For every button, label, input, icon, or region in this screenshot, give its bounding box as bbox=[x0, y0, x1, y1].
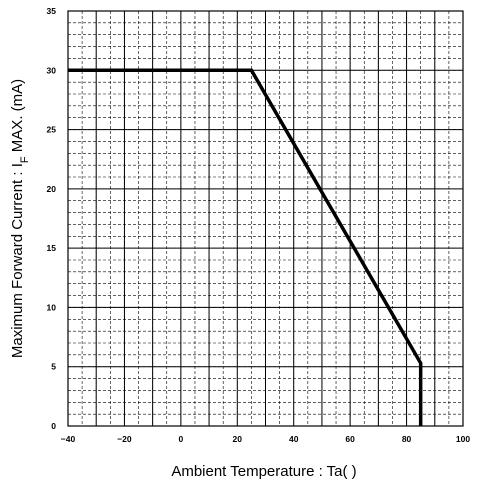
y-tick-label: 35 bbox=[47, 6, 57, 16]
x-tick-labels: −40 −20 0 20 40 60 80 100 bbox=[61, 434, 471, 444]
x-tick-label: 40 bbox=[289, 434, 299, 444]
x-tick-label: 60 bbox=[345, 434, 355, 444]
y-tick-labels: 0 5 10 15 20 25 30 35 bbox=[47, 6, 57, 431]
y-tick-label: 15 bbox=[47, 243, 57, 253]
major-grid bbox=[67, 10, 464, 427]
y-axis-label-subscript: F bbox=[19, 156, 31, 163]
y-tick-label: 30 bbox=[47, 65, 57, 75]
x-tick-label: −20 bbox=[117, 434, 132, 444]
y-axis-label-main: Maximum Forward Current : I bbox=[9, 163, 26, 358]
x-tick-label: 20 bbox=[233, 434, 243, 444]
y-tick-label: 20 bbox=[47, 184, 57, 194]
series-layer bbox=[68, 68, 423, 426]
derating-curve bbox=[68, 68, 423, 426]
y-tick-label: 5 bbox=[51, 362, 56, 372]
x-tick-label: 100 bbox=[456, 434, 470, 444]
y-axis-label: Maximum Forward Current : IF MAX. (mA) bbox=[9, 79, 31, 358]
x-tick-label: 0 bbox=[178, 434, 183, 444]
y-tick-label: 10 bbox=[47, 302, 57, 312]
y-axis-label-tail: MAX. (mA) bbox=[9, 79, 26, 157]
y-tick-label: 25 bbox=[47, 125, 57, 135]
x-axis-label: Ambient Temperature : Ta( ) bbox=[171, 463, 356, 480]
plot-frame bbox=[67, 10, 464, 427]
x-tick-label: 80 bbox=[402, 434, 412, 444]
x-tick-label: −40 bbox=[61, 434, 76, 444]
y-tick-label: 0 bbox=[51, 421, 56, 431]
